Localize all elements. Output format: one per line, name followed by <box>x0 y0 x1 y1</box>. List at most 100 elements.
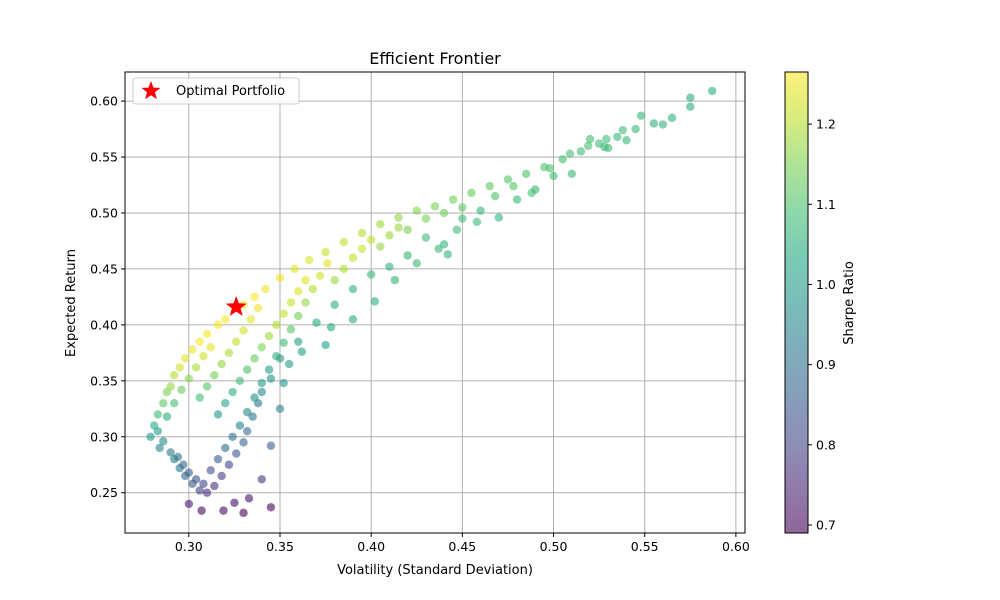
scatter-point <box>195 337 204 346</box>
colorbar-tick-label: 0.9 <box>816 357 836 372</box>
colorbar-tick-label: 1.2 <box>816 117 836 132</box>
scatter-point <box>449 195 458 204</box>
scatter-point <box>472 217 482 227</box>
scatter-point <box>257 475 266 484</box>
scatter-point <box>326 322 336 332</box>
scatter-point <box>224 460 234 469</box>
y-tick-label: 0.55 <box>90 150 118 165</box>
x-axis-label: Volatility (Standard Deviation) <box>337 563 533 578</box>
scatter-point <box>219 506 228 515</box>
x-axis-ticks: 0.30 0.35 0.40 0.45 0.50 0.55 0.60 <box>175 533 750 554</box>
scatter-point <box>162 412 172 421</box>
scatter-point <box>421 214 431 223</box>
scatter-point <box>250 292 259 302</box>
scatter-point <box>210 371 219 380</box>
y-tick-label: 0.25 <box>90 485 118 500</box>
optimal-portfolio-marker-group <box>225 295 247 316</box>
scatter-point <box>385 231 394 240</box>
scatter-point <box>686 93 695 102</box>
scatter-point <box>239 438 248 447</box>
scatter-point <box>272 352 281 361</box>
scatter-point <box>202 329 212 339</box>
scatter-point <box>430 202 440 211</box>
scatter-point <box>170 371 179 380</box>
scatter-point <box>279 378 288 388</box>
legend: Optimal Portfolio <box>132 77 300 105</box>
x-tick-label: 0.55 <box>631 539 659 554</box>
scatter-point <box>175 363 184 372</box>
scatter-point <box>443 250 452 259</box>
scatter-point <box>179 460 188 469</box>
scatter-point <box>286 325 296 334</box>
scatter-point <box>452 225 462 234</box>
scatter-point <box>261 284 270 294</box>
scatter-point <box>177 385 186 394</box>
scatter-point <box>166 382 175 391</box>
scatter-point <box>339 264 349 274</box>
scatter-point <box>558 155 567 164</box>
scatter-point <box>321 247 330 257</box>
scatter-point <box>210 481 219 491</box>
grid-lines <box>125 72 745 533</box>
scatter-point <box>202 488 212 497</box>
scatter-point <box>527 188 536 198</box>
scatter-point <box>366 270 376 279</box>
x-tick-label: 0.30 <box>175 539 203 554</box>
scatter-point <box>221 399 230 408</box>
scatter-point <box>667 113 677 123</box>
scatter-point <box>503 175 513 184</box>
scatter-point <box>279 309 288 318</box>
scatter-point <box>394 213 403 222</box>
colorbar-tick-label: 1.1 <box>816 197 836 212</box>
scatter-point <box>232 449 241 458</box>
scatter-point <box>197 506 206 515</box>
scatter-point <box>217 359 226 369</box>
scatter-point <box>206 343 215 352</box>
scatter-point <box>323 259 332 268</box>
colorbar-tick-label: 0.7 <box>816 517 836 532</box>
scatter-point <box>232 337 241 346</box>
scatter-point <box>403 225 412 234</box>
scatter-point <box>146 432 155 441</box>
scatter-point <box>583 141 593 151</box>
scatter-point <box>235 376 245 386</box>
scatter-point <box>385 262 394 271</box>
scatter-point <box>490 192 500 201</box>
y-tick-label: 0.60 <box>90 94 118 109</box>
scatter-point <box>458 203 467 212</box>
colorbar-tick-label: 1.0 <box>816 277 836 292</box>
scatter-point <box>242 426 252 436</box>
scatter-point <box>330 275 339 285</box>
scatter-point <box>390 275 400 285</box>
scatter-point <box>376 219 385 229</box>
x-tick-label: 0.50 <box>540 539 568 554</box>
y-tick-label: 0.30 <box>90 429 118 444</box>
scatter-point <box>155 443 164 453</box>
scatter-point <box>275 404 285 413</box>
scatter-point <box>213 320 223 330</box>
scatter-point <box>412 206 421 215</box>
scatter-point <box>235 421 245 430</box>
scatter-point <box>304 255 314 265</box>
scatter-point <box>228 432 237 441</box>
scatter-point <box>153 410 163 419</box>
scatter-point <box>618 125 628 135</box>
scatter-point <box>476 206 485 215</box>
scatter-point <box>686 102 695 111</box>
scatter-point <box>707 86 717 96</box>
scatter-point <box>284 359 294 369</box>
x-tick-label: 0.60 <box>722 539 750 554</box>
scatter-point <box>264 365 274 374</box>
scatter-point <box>549 171 558 181</box>
scatter-point <box>184 499 194 509</box>
scatter-point <box>521 169 531 179</box>
scatter-point <box>357 244 367 253</box>
optimal-portfolio-star-icon <box>225 295 247 316</box>
scatter-point <box>585 134 595 144</box>
scatter-point <box>348 315 358 324</box>
scatter-point <box>412 259 421 268</box>
scatter-point <box>257 343 266 352</box>
scatter-point <box>376 242 385 251</box>
x-tick-label: 0.35 <box>266 539 294 554</box>
